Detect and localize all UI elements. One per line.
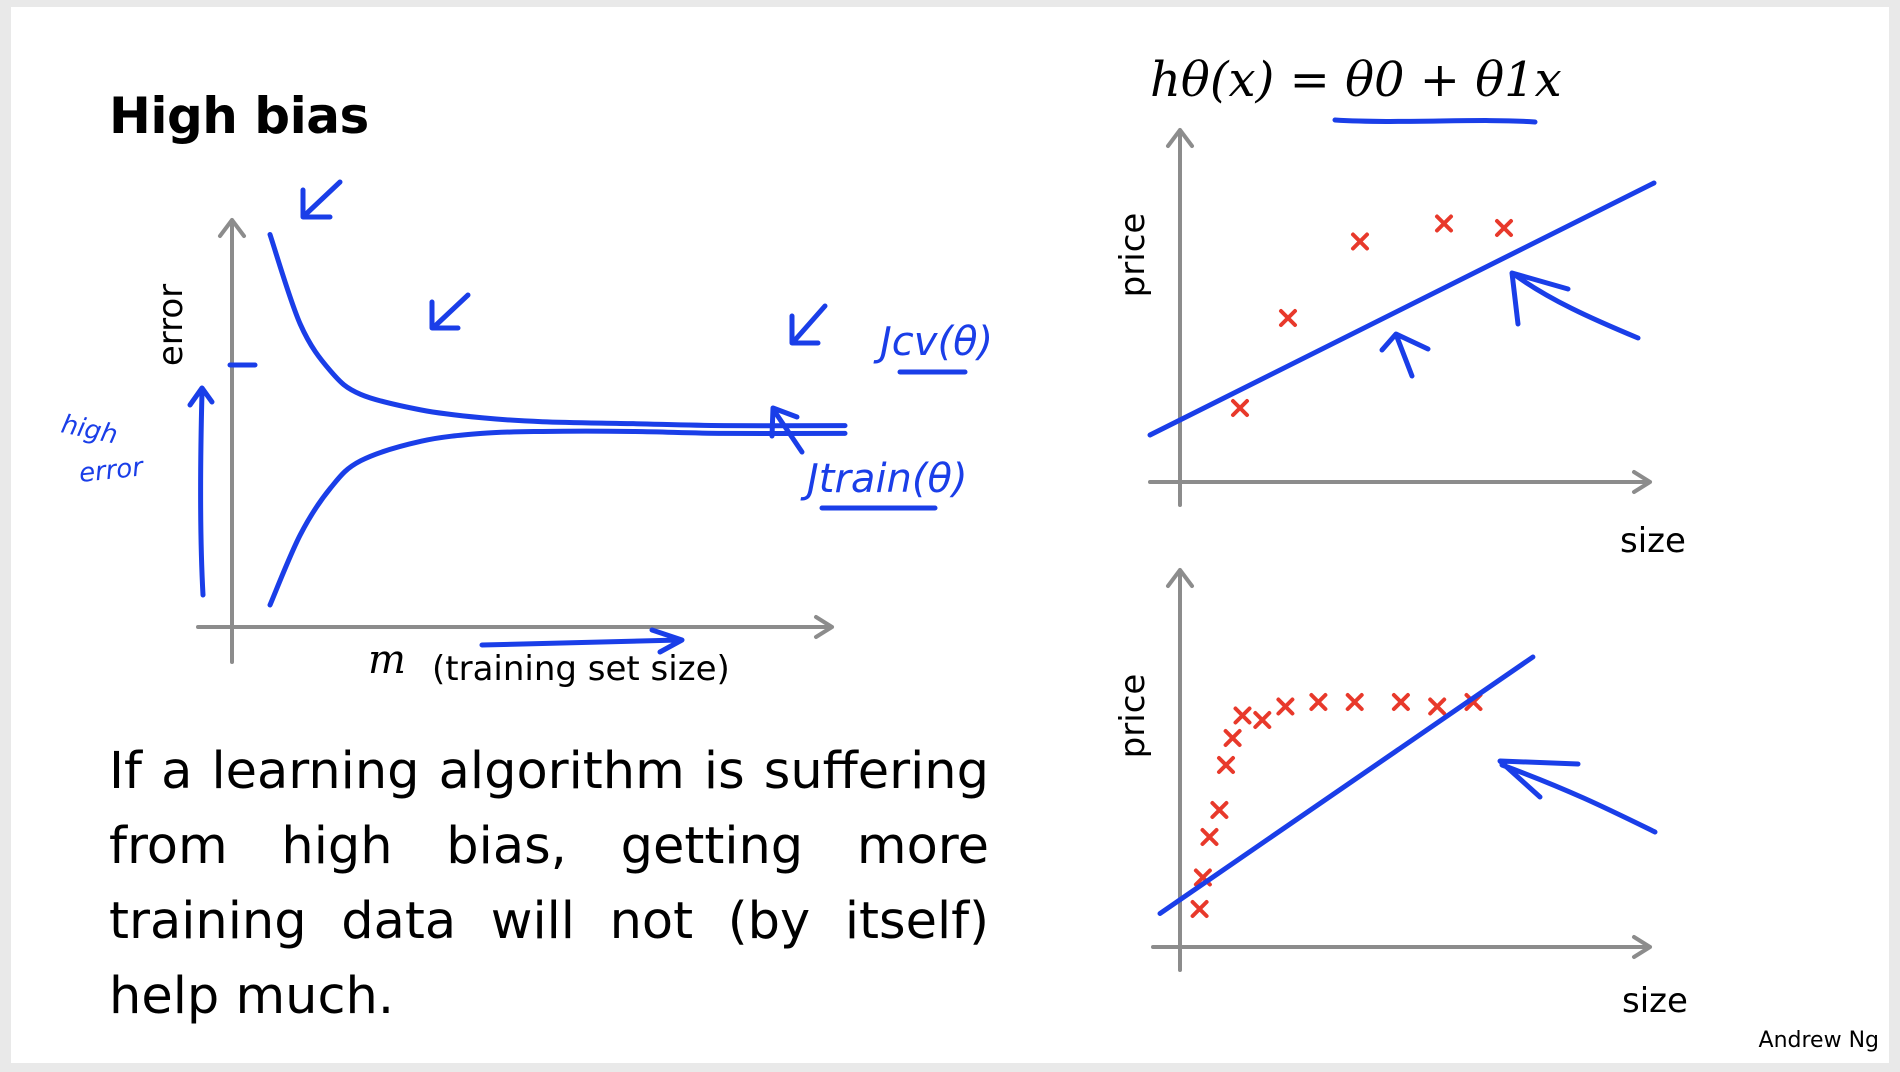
bottom-data-point (1223, 729, 1242, 747)
bottom-data-point (1200, 828, 1219, 846)
y-axis-label: error (151, 284, 191, 366)
bottom-arrow (1497, 758, 1658, 835)
top-data-point (1279, 309, 1297, 327)
slide-title: High bias (109, 87, 369, 145)
bottom-fit-line (1157, 654, 1536, 916)
bottom-data-point (1276, 697, 1295, 716)
slide: High bias If a learning algorithm is suf… (11, 7, 1889, 1063)
top-points (1147, 180, 1657, 438)
top-data-point (1351, 232, 1369, 251)
scatter-chart-top: price size (1113, 128, 1686, 561)
bottom-data-point (1233, 706, 1252, 725)
top-data-point (1435, 214, 1453, 233)
high-error-arrow (187, 385, 215, 598)
x-axis-label: (training set size) (432, 649, 730, 689)
scatter-chart-bottom: price size (1113, 568, 1688, 1021)
cv-mid-arrow (429, 292, 471, 331)
top-arrow-a (1379, 331, 1431, 379)
x-axis-overline-arrow (479, 627, 685, 655)
bottom-x-axis (1151, 935, 1652, 959)
jcv-label: Jcv(θ) (873, 319, 993, 365)
jcv-curve (267, 232, 848, 429)
bottom-data-point (1190, 900, 1209, 918)
jtrain-label: Jtrain(θ) (800, 456, 968, 502)
bottom-y-axis (1166, 568, 1194, 972)
bottom-data-point (1210, 801, 1229, 819)
x-axis (196, 615, 834, 639)
cv-end-arrow (789, 303, 828, 346)
annotation-high: high (59, 410, 121, 451)
bottom-data-point (1217, 756, 1235, 774)
top-data-point (1495, 219, 1513, 237)
top-fit-line (1147, 180, 1657, 438)
slide-body-text: If a learning algorithm is suffering fro… (109, 742, 989, 1026)
learning-curves (267, 232, 848, 608)
x-axis-label-m: m (368, 637, 406, 683)
annotation-error: error (78, 452, 147, 489)
bottom-data-point (1345, 693, 1364, 711)
bottom-data-point (1391, 693, 1410, 711)
jtrain-curve (267, 428, 848, 608)
hypothesis-underline (1332, 117, 1538, 125)
cv-start-arrow (300, 179, 343, 220)
top-x-axis-label: size (1620, 521, 1686, 561)
bottom-data-point (1428, 697, 1447, 716)
train-end-arrow (769, 405, 805, 455)
y-axis (218, 218, 246, 664)
bottom-x-axis-label: size (1622, 981, 1688, 1021)
top-y-axis (1166, 128, 1194, 507)
top-x-axis (1148, 470, 1652, 494)
top-data-point (1231, 399, 1249, 417)
bottom-data-point (1253, 711, 1272, 729)
top-arrow-b (1509, 270, 1641, 341)
learning-curve-chart: error m (training set size) high error J… (59, 179, 993, 689)
bottom-y-axis-label: price (1113, 674, 1153, 759)
bottom-data-point (1309, 693, 1328, 711)
bottom-points (1157, 654, 1536, 918)
hypothesis-equation: hθ(x) = θ0 + θ1x (1150, 52, 1562, 108)
hypothesis-formula: hθ(x) = θ0 + θ1x (1150, 52, 1562, 125)
top-y-axis-label: price (1113, 213, 1153, 298)
author-credit: Andrew Ng (1758, 1028, 1879, 1053)
